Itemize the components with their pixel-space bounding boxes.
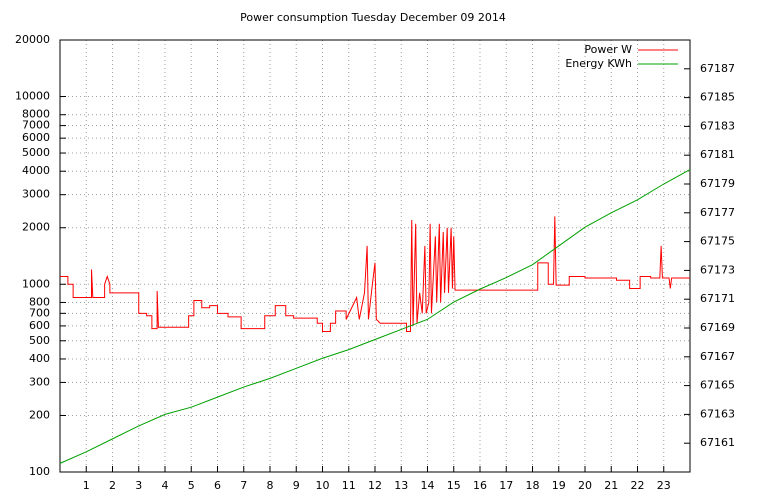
y-tick-label: 700: [29, 306, 50, 319]
y-tick-label: 500: [29, 334, 50, 347]
y2-tick-label: 67173: [700, 263, 735, 276]
y-tick-label: 1000: [22, 277, 50, 290]
x-tick-label: 1: [83, 479, 90, 492]
x-tick-label: 11: [342, 479, 356, 492]
x-tick-label: 8: [267, 479, 274, 492]
x-tick-label: 22: [631, 479, 645, 492]
x-tick-label: 9: [293, 479, 300, 492]
y2-tick-label: 67167: [700, 350, 735, 363]
x-tick-label: 20: [578, 479, 592, 492]
y-tick-label: 10000: [15, 90, 50, 103]
x-tick-label: 2: [109, 479, 116, 492]
plot-frame: [59, 39, 691, 473]
y2-tick-label: 67181: [700, 148, 735, 161]
x-tick-label: 3: [135, 479, 142, 492]
x-tick-label: 6: [214, 479, 221, 492]
y-tick-label: 200: [29, 408, 50, 421]
y-tick-label: 5000: [22, 146, 50, 159]
x-tick-label: 12: [368, 479, 382, 492]
y-tick-label: 7000: [22, 119, 50, 132]
y-tick-label: 300: [29, 375, 50, 388]
legend-label: Energy KWh: [565, 57, 632, 70]
x-tick-label: 7: [240, 479, 247, 492]
y2-tick-label: 67185: [700, 91, 735, 104]
y-tick-label: 20000: [15, 33, 50, 46]
y2-tick-label: 67175: [700, 235, 735, 248]
y-tick-label: 600: [29, 319, 50, 332]
x-tick-label: 21: [604, 479, 618, 492]
y-tick-label: 8000: [22, 108, 50, 121]
y-tick-label: 3000: [22, 188, 50, 201]
y2-tick-label: 67187: [700, 62, 735, 75]
y2-tick-label: 67165: [700, 379, 735, 392]
x-tick-label: 14: [421, 479, 435, 492]
y-tick-label: 800: [29, 295, 50, 308]
x-tick-label: 4: [162, 479, 169, 492]
y2-tick-label: 67161: [700, 436, 735, 449]
y-tick-label: 2000: [22, 221, 50, 234]
x-tick-label: 5: [188, 479, 195, 492]
x-tick-label: 15: [447, 479, 461, 492]
y2-tick-label: 67177: [700, 206, 735, 219]
series-line: [59, 169, 691, 464]
y-tick-label: 400: [29, 352, 50, 365]
series-line: [60, 216, 690, 333]
x-tick-label: 18: [526, 479, 540, 492]
x-tick-label: 10: [316, 479, 330, 492]
y2-tick-label: 67179: [700, 177, 735, 190]
x-tick-label: 13: [394, 479, 408, 492]
y-tick-label: 4000: [22, 164, 50, 177]
y-tick-label: 6000: [22, 131, 50, 144]
x-tick-label: 19: [552, 479, 566, 492]
x-tick-label: 23: [657, 479, 671, 492]
x-tick-label: 17: [499, 479, 513, 492]
x-tick-label: 16: [473, 479, 487, 492]
y2-tick-label: 67169: [700, 321, 735, 334]
legend-label: Power W: [584, 43, 632, 56]
y-tick-label: 100: [29, 465, 50, 478]
y2-tick-label: 67171: [700, 292, 735, 305]
y2-tick-label: 67183: [700, 119, 735, 132]
chart-title: Power consumption Tuesday December 09 20…: [240, 11, 506, 24]
y2-tick-label: 67163: [700, 407, 735, 420]
